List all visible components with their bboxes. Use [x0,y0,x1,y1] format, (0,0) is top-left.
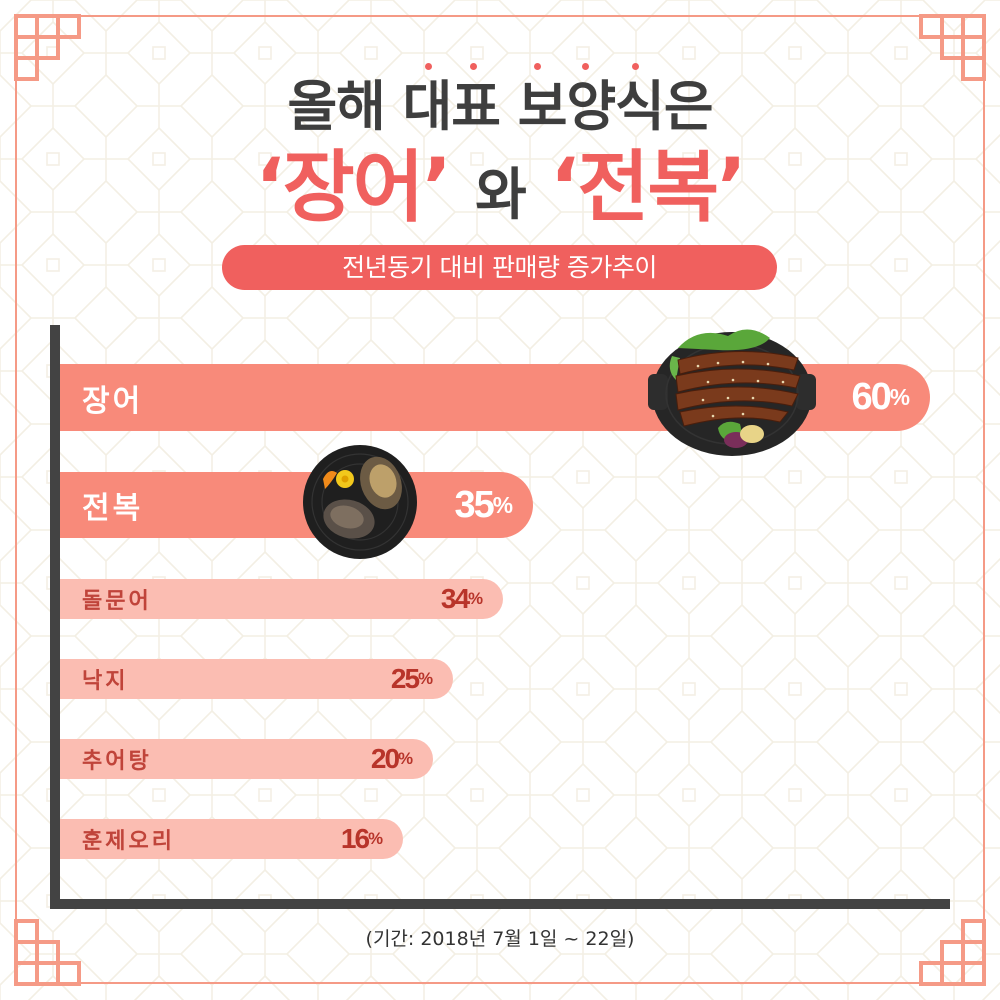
corner-ornament-top-right [919,14,986,81]
emphasis-dot [425,63,432,70]
bar-label: 전복 [82,491,144,526]
corner-ornament-bottom-right [919,919,986,986]
frame-top-line [14,15,986,17]
bar-label: 낙지 [82,669,129,694]
bar-smoked-duck: 훈제오리 16% [60,819,403,859]
emphasis-dot [470,63,477,70]
emphasis-dots [0,63,1000,73]
emphasis-dot [632,63,639,70]
frame-left-line [15,14,17,984]
corner-ornament-bottom-left [14,919,81,986]
bar-label: 장어 [82,383,144,419]
bar-label: 돌문어 [82,589,152,614]
headline-abalone: ‘전복’ [549,143,747,233]
headline-line-2: ‘장어’ 와 ‘전복’ [0,140,1000,244]
abalone-plate-icon [303,445,417,559]
bar-label: 훈제오리 [82,829,175,854]
period-footnote: (기간: 2018년 7월 1일 ~ 22일) [365,928,635,950]
bar-octopus: 돌문어 34% [60,579,503,619]
emphasis-dot [534,63,541,70]
headline-line-1: 올해 대표 보양식은 [287,75,713,138]
bar-value: 20% [370,743,413,774]
emphasis-dot [582,63,589,70]
frame-right-line [983,14,985,984]
y-axis-line [50,325,60,909]
grilled-eel-plate-icon [648,329,816,456]
bar-value: 60% [851,376,910,418]
x-axis-line [50,899,950,909]
bar-label: 추어탕 [82,749,152,774]
subtitle-pill: 전년동기 대비 판매량 증가추이 [222,245,777,290]
bar-value: 35% [454,483,513,526]
headline-eel: ‘장어’ [255,143,452,233]
bar-value: 25% [390,663,433,694]
bar-abalone: 전복 35% [60,472,533,538]
bar-small-octopus: 낙지 25% [60,659,453,699]
corner-ornament-top-left [14,14,81,81]
bar-value: 34% [440,583,483,614]
bar-loach-soup: 추어탕 20% [60,739,433,779]
frame-bottom-line [14,982,986,984]
headline-connector: 와 [475,163,527,228]
bar-value: 16% [340,823,383,854]
